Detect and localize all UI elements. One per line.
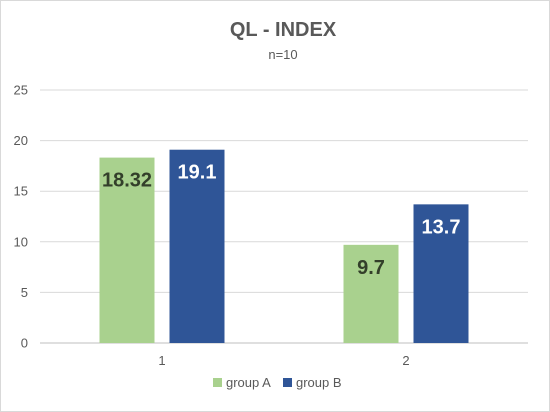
bar (169, 149, 225, 343)
bars (99, 149, 469, 343)
y-tick-label: 15 (14, 184, 28, 199)
chart-subtitle: n=10 (268, 47, 297, 62)
y-tick-label: 10 (14, 234, 28, 249)
x-tick-label: 2 (402, 353, 409, 368)
legend-swatch (283, 378, 292, 387)
legend: group A group B (213, 375, 342, 390)
y-axis: 0 5 10 15 20 25 (14, 83, 28, 351)
bar (99, 157, 155, 343)
data-label: 13.7 (422, 216, 461, 238)
bar (343, 244, 399, 343)
data-label: 19.1 (178, 162, 217, 184)
y-tick-label: 0 (21, 336, 28, 351)
chart-title: QL - INDEX (230, 19, 337, 41)
legend-label: group A (226, 375, 271, 390)
legend-label: group B (296, 375, 342, 390)
data-label: 18.32 (102, 170, 152, 192)
bar (413, 204, 469, 343)
x-tick-label: 1 (158, 353, 165, 368)
y-tick-label: 25 (14, 83, 28, 98)
y-tick-label: 5 (21, 285, 28, 300)
data-labels: 18.32 19.1 9.7 13.7 (102, 162, 461, 279)
legend-swatch (213, 378, 222, 387)
y-tick-label: 20 (14, 133, 28, 148)
data-label: 9.7 (357, 257, 385, 279)
